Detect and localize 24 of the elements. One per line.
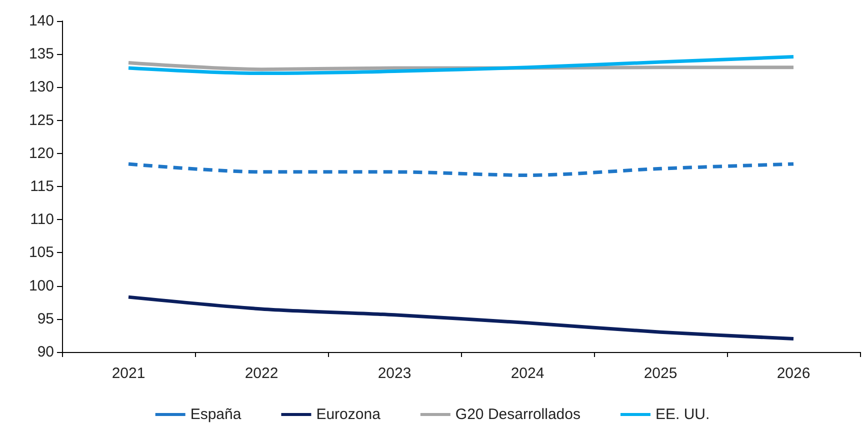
y-tick-label: 125 [28, 112, 54, 129]
y-tick-label: 140 [28, 12, 54, 30]
line-series [126, 295, 796, 341]
y-tick-label: 115 [30, 178, 54, 195]
y-tick-label: 135 [28, 46, 54, 63]
y-tick-label: 110 [30, 211, 54, 228]
x-tick-label: 2021 [112, 365, 146, 382]
y-tick-label: 90 [37, 344, 54, 360]
x-tick-label: 2026 [776, 365, 810, 382]
line-series [126, 55, 796, 76]
x-tick-label: 2024 [510, 365, 544, 382]
x-tick-label: 2023 [378, 365, 412, 382]
legend-label: G20 Desarrollados [455, 406, 580, 423]
x-tick-label: 2022 [244, 365, 278, 382]
legend-label: EE. UU. [655, 406, 710, 423]
y-tick-label: 105 [28, 244, 54, 262]
legend-label: Eurozona [316, 406, 382, 423]
y-tick-label: 130 [28, 78, 54, 96]
y-tick-label: 95 [37, 310, 54, 328]
legend-label: España [190, 406, 242, 423]
y-tick-label: 100 [28, 277, 54, 294]
x-tick-label: 2025 [644, 365, 678, 382]
y-tick-label: 120 [28, 144, 54, 162]
line-series [126, 162, 796, 177]
